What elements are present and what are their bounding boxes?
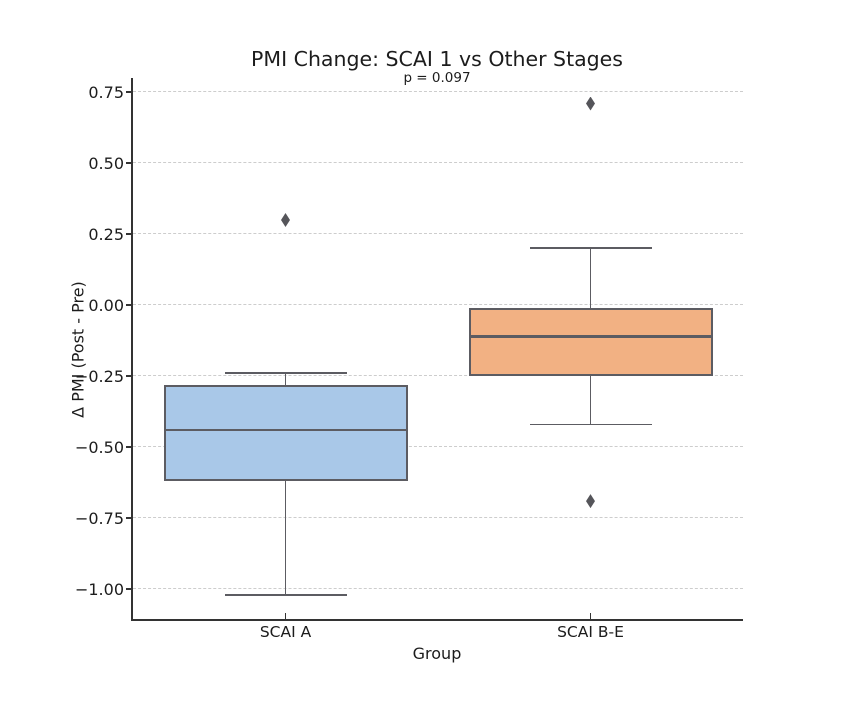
outlier-diamond-scai-b-e [586, 96, 595, 111]
y-tick-mark [126, 233, 131, 236]
gridline [133, 91, 743, 93]
whisker-upper-scai-b-e [589, 248, 592, 309]
whisker-cap-upper-scai-a [224, 372, 347, 375]
y-tick-label: 0.00 [88, 295, 124, 315]
y-tick-label: −0.75 [74, 508, 124, 528]
y-tick-label: 0.25 [88, 224, 124, 244]
chart-title: PMI Change: SCAI 1 vs Other Stages [251, 47, 623, 71]
box-scai-a [163, 384, 408, 482]
y-tick-mark [126, 375, 131, 378]
gridline [133, 162, 743, 164]
gridline [133, 304, 743, 306]
whisker-lower-scai-a [284, 481, 287, 595]
median-scai-a [163, 429, 408, 432]
gridline [133, 588, 743, 590]
x-tick-label-scai-b-e: SCAI B-E [557, 623, 624, 641]
gridline [133, 233, 743, 235]
x-tick-label-scai-a: SCAI A [259, 623, 312, 641]
x-tick-mark-scai-a [284, 613, 287, 619]
gridline [133, 446, 743, 448]
median-scai-b-e [468, 335, 713, 338]
y-tick-label: −0.25 [74, 366, 124, 386]
y-tick-label: 0.75 [88, 82, 124, 102]
outlier-diamond-scai-b-e [586, 494, 595, 509]
y-tick-mark [126, 162, 131, 165]
y-tick-label: −0.50 [74, 437, 124, 457]
whisker-cap-upper-scai-b-e [529, 247, 652, 250]
whisker-lower-scai-b-e [589, 376, 592, 425]
box-scai-b-e [468, 308, 713, 377]
y-tick-mark [126, 304, 131, 307]
gridline [133, 517, 743, 519]
chart-subtitle: p = 0.097 [403, 70, 471, 86]
y-tick-label: 0.50 [88, 153, 124, 173]
outlier-diamond-scai-a [281, 212, 290, 227]
whisker-cap-lower-scai-a [224, 593, 347, 596]
y-tick-mark [126, 91, 131, 94]
y-tick-mark [126, 446, 131, 449]
y-axis-label: Δ PMI (Post - Pre) [68, 281, 88, 418]
x-axis-label: Group [412, 644, 462, 663]
plot-area [131, 78, 743, 621]
y-tick-mark [126, 588, 131, 591]
gridline [133, 375, 743, 377]
y-tick-label: −1.00 [74, 579, 124, 599]
whisker-cap-lower-scai-b-e [529, 423, 652, 426]
x-tick-mark-scai-b-e [589, 613, 592, 619]
whisker-upper-scai-a [284, 373, 287, 385]
y-tick-mark [126, 517, 131, 520]
